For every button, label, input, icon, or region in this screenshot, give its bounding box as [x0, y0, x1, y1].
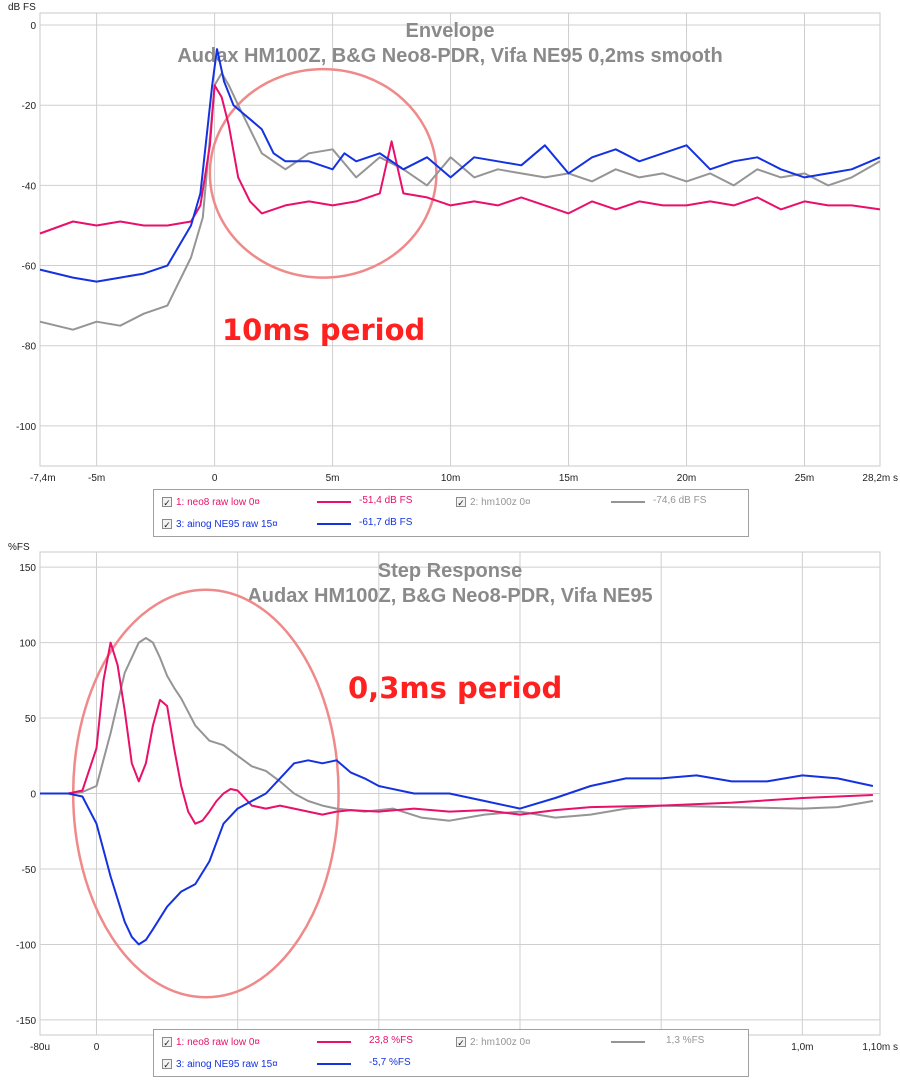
x-tick-label: -7,4m [30, 473, 56, 484]
legend-item-hm100z[interactable]: ✓ 2: hm100z 0¤ [456, 494, 531, 510]
legend-value-ne95: -61,7 dB FS [359, 517, 413, 528]
step-title: Step Response [378, 560, 522, 582]
series-line-neo8 [39, 84, 881, 235]
series-line-ne95 [40, 759, 874, 946]
checkbox-icon[interactable]: ✓ [456, 1037, 466, 1048]
legend-value-hm100z: -74,6 dB FS [653, 495, 707, 506]
legend-item-hm100z[interactable]: ✓ 2: hm100z 0¤ [456, 1034, 531, 1050]
x-tick-label: 10m [441, 473, 460, 484]
x-tick-label: 5m [326, 473, 340, 484]
x-tick-label: 0 [212, 473, 218, 484]
x-tick-label: 25m [795, 473, 814, 484]
y-tick-label: -60 [22, 262, 37, 273]
y-tick-label: 100 [19, 639, 36, 650]
step-ylabel: %FS [8, 542, 30, 553]
x-tick-label: 1,0m [791, 1042, 813, 1053]
x-tick-label: 15m [559, 473, 578, 484]
y-tick-label: -100 [16, 940, 36, 951]
legend-line-ne95 [317, 523, 351, 525]
step-subtitle: Audax HM100Z, B&G Neo8-PDR, Vifa NE95 [247, 585, 652, 607]
series-line-hm100z [40, 637, 874, 822]
x-tick-label: 20m [677, 473, 696, 484]
legend-label: 2: hm100z 0¤ [470, 1036, 531, 1048]
legend-label: 3: ainog NE95 raw 15¤ [176, 518, 278, 530]
series-line-neo8 [40, 641, 873, 825]
legend-value-ne95: -5,7 %FS [369, 1057, 411, 1068]
legend-value-hm100z: 1,3 %FS [666, 1035, 705, 1046]
legend-line-hm100z [611, 1041, 645, 1043]
legend-item-ne95[interactable]: ✓ 3: ainog NE95 raw 15¤ [162, 1056, 278, 1072]
checkbox-icon[interactable]: ✓ [162, 1059, 172, 1070]
checkbox-icon[interactable]: ✓ [456, 497, 466, 508]
envelope-plot-area [39, 12, 881, 467]
checkbox-icon[interactable]: ✓ [162, 497, 172, 508]
step-response-chart: %FS -80u0200u400u600u800u1,0m1,10m s1501… [8, 542, 898, 1053]
checkbox-icon[interactable]: ✓ [162, 519, 172, 530]
x-tick-label: 28,2m s [862, 473, 898, 484]
legend-label: 1: neo8 raw low 0¤ [176, 496, 260, 508]
envelope-ylabel: dB FS [8, 2, 36, 13]
series-line-ne95 [39, 48, 881, 283]
envelope-title: Envelope [406, 20, 495, 42]
envelope-subtitle: Audax HM100Z, B&G Neo8-PDR, Vifa NE95 0,… [177, 45, 722, 67]
step-legend: ✓ 1: neo8 raw low 0¤ 23,8 %FS ✓ 2: hm100… [153, 1029, 749, 1077]
x-tick-label: 1,10m s [862, 1042, 898, 1053]
legend-line-ne95 [317, 1063, 351, 1065]
legend-item-ne95[interactable]: ✓ 3: ainog NE95 raw 15¤ [162, 516, 278, 532]
y-tick-label: 0 [30, 790, 36, 801]
legend-line-neo8 [317, 501, 351, 503]
envelope-annotation: 10ms period [222, 313, 425, 347]
series-line-hm100z [39, 72, 881, 331]
legend-value-neo8: -51,4 dB FS [359, 495, 413, 506]
x-tick-label: 0 [94, 1042, 100, 1053]
y-tick-label: 0 [30, 21, 36, 32]
envelope-chart: dB FS -7,4m -5m 0 5m 10m 15m 20m 25m 28,2m s 0 -20… [8, 2, 898, 484]
y-tick-label: -80 [22, 342, 37, 353]
y-tick-label: -100 [16, 422, 36, 433]
y-tick-label: -40 [22, 181, 37, 192]
y-tick-label: -50 [22, 865, 37, 876]
y-tick-label: 150 [19, 563, 36, 574]
checkbox-icon[interactable]: ✓ [162, 1037, 172, 1048]
x-tick-label: -5m [88, 473, 105, 484]
step-annotation: 0,3ms period [348, 671, 562, 705]
legend-line-neo8 [317, 1041, 351, 1043]
envelope-legend: ✓ 1: neo8 raw low 0¤ -51,4 dB FS ✓ 2: hm… [153, 489, 749, 537]
y-tick-label: 50 [25, 714, 37, 725]
y-tick-label: -20 [22, 101, 37, 112]
y-tick-label: -150 [16, 1016, 36, 1027]
legend-label: 2: hm100z 0¤ [470, 496, 531, 508]
legend-line-hm100z [611, 501, 645, 503]
legend-item-neo8[interactable]: ✓ 1: neo8 raw low 0¤ [162, 1034, 260, 1050]
legend-item-neo8[interactable]: ✓ 1: neo8 raw low 0¤ [162, 494, 260, 510]
legend-label: 3: ainog NE95 raw 15¤ [176, 1058, 278, 1070]
x-tick-label: -80u [30, 1042, 50, 1053]
legend-value-neo8: 23,8 %FS [369, 1035, 413, 1046]
legend-label: 1: neo8 raw low 0¤ [176, 1036, 260, 1048]
